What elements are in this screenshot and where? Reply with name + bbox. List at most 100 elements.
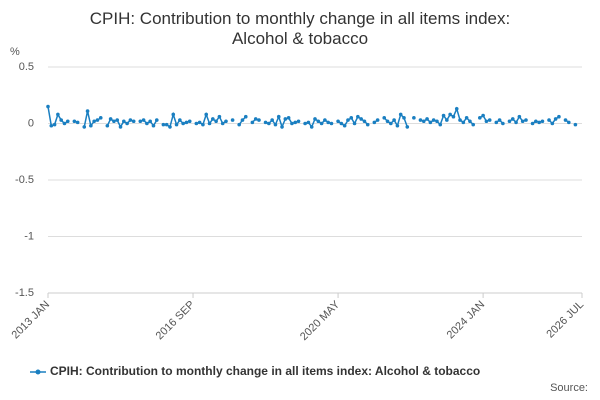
data-point	[49, 123, 54, 128]
data-point	[98, 116, 103, 120]
data-point	[296, 119, 301, 124]
data-point	[118, 125, 123, 129]
data-point	[257, 118, 261, 122]
data-point	[164, 122, 169, 127]
data-point	[75, 120, 80, 125]
data-point	[151, 123, 156, 128]
data-point	[253, 117, 258, 121]
data-point	[145, 121, 149, 126]
x-tick-label: 2016 SEP	[154, 299, 198, 343]
data-point	[573, 122, 578, 127]
data-point	[217, 114, 222, 119]
data-point	[280, 125, 284, 129]
data-point	[46, 104, 50, 109]
data-point	[448, 112, 452, 117]
data-point	[197, 120, 202, 125]
data-point	[550, 121, 555, 126]
data-point	[412, 116, 416, 120]
data-point	[250, 120, 255, 125]
x-tick-label: 2020 MAY	[298, 298, 343, 343]
data-point	[168, 125, 172, 129]
data-point	[286, 116, 291, 120]
data-point	[220, 121, 225, 126]
y-tick-label: -0.5	[15, 174, 34, 186]
data-point	[290, 121, 294, 126]
data-point	[534, 119, 538, 124]
x-tick-label: 2026 JUL	[544, 299, 586, 341]
data-point	[375, 118, 380, 122]
data-point	[359, 117, 363, 121]
data-point	[372, 120, 377, 125]
data-point	[161, 122, 166, 127]
data-point	[352, 121, 357, 126]
data-point	[362, 119, 367, 124]
data-point	[547, 118, 551, 122]
data-point	[309, 125, 314, 129]
data-point	[431, 118, 436, 122]
data-point	[141, 118, 146, 122]
data-point	[356, 114, 360, 119]
data-point	[461, 120, 466, 125]
data-point	[567, 120, 571, 125]
data-point	[484, 119, 489, 124]
data-point	[59, 118, 63, 122]
data-point	[263, 120, 268, 125]
data-point	[557, 114, 561, 119]
data-point	[72, 119, 77, 124]
source: Source:	[550, 382, 588, 394]
data-point	[115, 118, 120, 122]
data-point	[398, 112, 403, 117]
y-tick-label: 0	[28, 117, 34, 129]
data-point	[230, 118, 235, 122]
data-point	[240, 118, 245, 122]
legend-label: CPIH: Contribution to monthly change in …	[50, 364, 480, 378]
data-point	[108, 117, 113, 121]
data-point	[514, 120, 518, 125]
data-point	[349, 116, 354, 120]
data-point	[243, 114, 248, 119]
data-point	[174, 122, 179, 127]
data-point	[122, 119, 126, 124]
data-point	[128, 118, 133, 122]
data-point	[148, 119, 152, 124]
data-point	[497, 118, 502, 122]
data-point	[336, 119, 340, 124]
y-axis-label: %	[10, 46, 20, 58]
data-point	[214, 119, 218, 124]
data-point	[435, 119, 439, 124]
data-point	[92, 119, 96, 124]
data-point	[105, 123, 110, 128]
data-point	[458, 118, 462, 122]
data-point	[154, 118, 159, 122]
data-point	[428, 120, 433, 125]
data-point	[273, 122, 278, 127]
data-point	[131, 119, 136, 124]
data-point	[389, 121, 393, 126]
series-line	[196, 112, 227, 126]
data-point	[211, 117, 215, 121]
data-point	[267, 121, 271, 126]
data-point	[468, 119, 472, 124]
legend-marker	[35, 369, 41, 375]
data-point	[329, 121, 334, 126]
data-point	[89, 123, 93, 128]
data-point	[171, 112, 176, 117]
data-point	[313, 117, 317, 121]
data-point	[464, 116, 469, 120]
data-point	[563, 118, 568, 122]
data-point	[517, 114, 522, 119]
data-point	[507, 119, 512, 124]
data-point	[181, 121, 185, 126]
data-point	[306, 120, 311, 125]
data-point	[283, 117, 288, 121]
data-point	[382, 116, 387, 120]
data-point	[112, 119, 116, 124]
data-point	[316, 119, 321, 124]
data-point	[237, 122, 241, 127]
data-point	[524, 118, 528, 122]
data-point	[510, 117, 515, 121]
data-point	[441, 113, 446, 118]
data-point	[395, 123, 400, 128]
data-point	[418, 118, 423, 122]
data-point	[178, 118, 182, 122]
